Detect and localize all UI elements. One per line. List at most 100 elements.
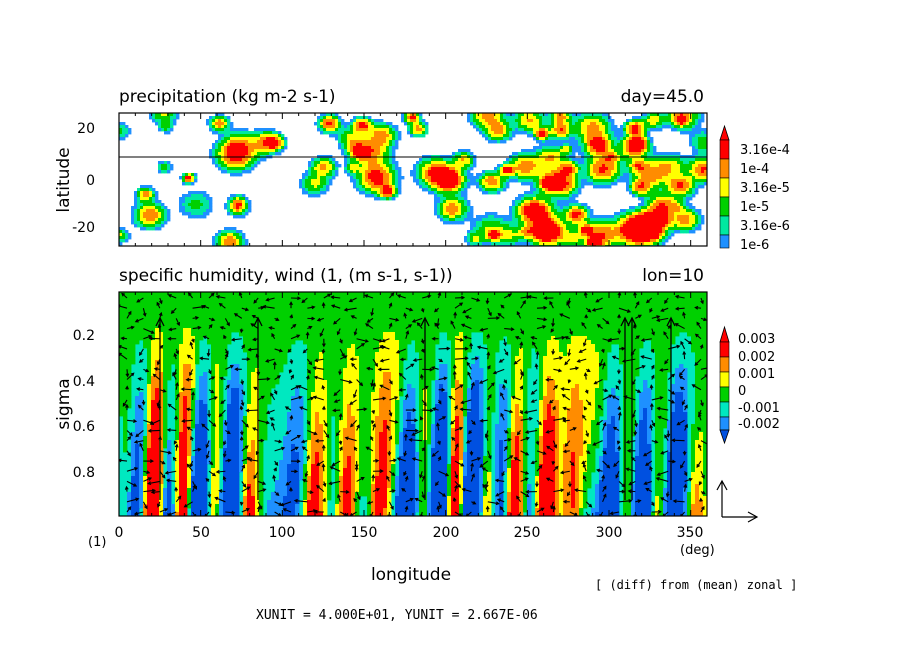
precip-cell — [647, 224, 650, 227]
precip-cell — [503, 233, 506, 236]
precip-cell — [200, 203, 203, 206]
precip-cell — [362, 152, 365, 155]
precip-cell — [566, 128, 569, 131]
precip-cell — [686, 215, 689, 218]
precip-cell — [521, 203, 524, 206]
precip-cell — [569, 230, 572, 233]
precip-cell — [413, 164, 416, 167]
precip-cell — [701, 173, 704, 176]
precip-cell — [509, 212, 512, 215]
precip-cell — [644, 182, 647, 185]
precip-cell — [464, 197, 467, 200]
precip-cell — [506, 137, 509, 140]
precip-cell — [644, 149, 647, 152]
precip-cell — [464, 194, 467, 197]
precip-cell — [302, 185, 305, 188]
precip-cell — [674, 164, 677, 167]
precip-cell — [677, 179, 680, 182]
precip-cell — [557, 239, 560, 242]
precip-cell — [635, 242, 638, 245]
precip-cell — [422, 188, 425, 191]
precip-cell — [653, 119, 656, 122]
precip-cell — [497, 242, 500, 245]
precip-cell — [635, 182, 638, 185]
precip-cell — [476, 230, 479, 233]
precip-cell — [521, 242, 524, 245]
precip-cell — [533, 191, 536, 194]
precip-cell — [638, 176, 641, 179]
precip-cell — [488, 236, 491, 239]
precip-cell — [485, 224, 488, 227]
precip-cell — [344, 137, 347, 140]
precip-cell — [467, 152, 470, 155]
precip-cell — [338, 164, 341, 167]
precip-cell — [641, 119, 644, 122]
precip-cell — [524, 176, 527, 179]
precip-cell — [626, 185, 629, 188]
precip-cell — [221, 167, 224, 170]
precip-cell — [449, 203, 452, 206]
precip-cell — [545, 128, 548, 131]
precip-cell — [608, 161, 611, 164]
precip-cell — [584, 146, 587, 149]
precip-cell — [425, 125, 428, 128]
precip-cell — [374, 197, 377, 200]
precip-cell — [239, 230, 242, 233]
precip-cell — [317, 167, 320, 170]
precip-cell — [560, 128, 563, 131]
precip-cell — [227, 143, 230, 146]
precip-cell — [674, 116, 677, 119]
precip-cell — [311, 170, 314, 173]
precip-cell — [563, 206, 566, 209]
precip-cell — [335, 170, 338, 173]
precip-cell — [644, 185, 647, 188]
precip-cell — [644, 212, 647, 215]
precip-cell — [542, 143, 545, 146]
precip-cell — [221, 134, 224, 137]
precip-cell — [608, 176, 611, 179]
precip-cell — [485, 119, 488, 122]
precip-cell — [566, 167, 569, 170]
precip-cell — [161, 209, 164, 212]
precip-cell — [197, 191, 200, 194]
precip-cell — [689, 212, 692, 215]
precip-cell — [599, 224, 602, 227]
precip-cell — [131, 206, 134, 209]
precip-cell — [227, 209, 230, 212]
precip-cell — [644, 236, 647, 239]
precip-cell — [230, 236, 233, 239]
precip-cell — [548, 137, 551, 140]
top-colorbar-seg-6 — [720, 235, 729, 248]
precip-cell — [575, 176, 578, 179]
precip-cell — [521, 164, 524, 167]
precip-cell — [494, 179, 497, 182]
precip-cell — [560, 143, 563, 146]
humidity-cell — [467, 292, 471, 296]
humidity-cell — [483, 292, 487, 296]
humidity-cell — [163, 292, 167, 296]
precip-cell — [221, 149, 224, 152]
precip-cell — [455, 185, 458, 188]
precip-cell — [608, 167, 611, 170]
precip-cell — [695, 224, 698, 227]
precip-cell — [536, 152, 539, 155]
precip-cell — [659, 185, 662, 188]
precip-cell — [368, 134, 371, 137]
precip-cell — [506, 131, 509, 134]
precip-cell — [164, 209, 167, 212]
precip-cell — [659, 233, 662, 236]
precip-cell — [311, 167, 314, 170]
precip-cell — [578, 227, 581, 230]
precip-cell — [155, 218, 158, 221]
precip-cell — [146, 221, 149, 224]
precip-cell — [662, 194, 665, 197]
precip-cell — [557, 176, 560, 179]
precip-cell — [209, 128, 212, 131]
precip-cell — [545, 227, 548, 230]
precip-cell — [383, 167, 386, 170]
precip-cell — [362, 122, 365, 125]
precip-cell — [506, 182, 509, 185]
precip-cell — [497, 179, 500, 182]
precip-cell — [530, 125, 533, 128]
precip-cell — [632, 230, 635, 233]
